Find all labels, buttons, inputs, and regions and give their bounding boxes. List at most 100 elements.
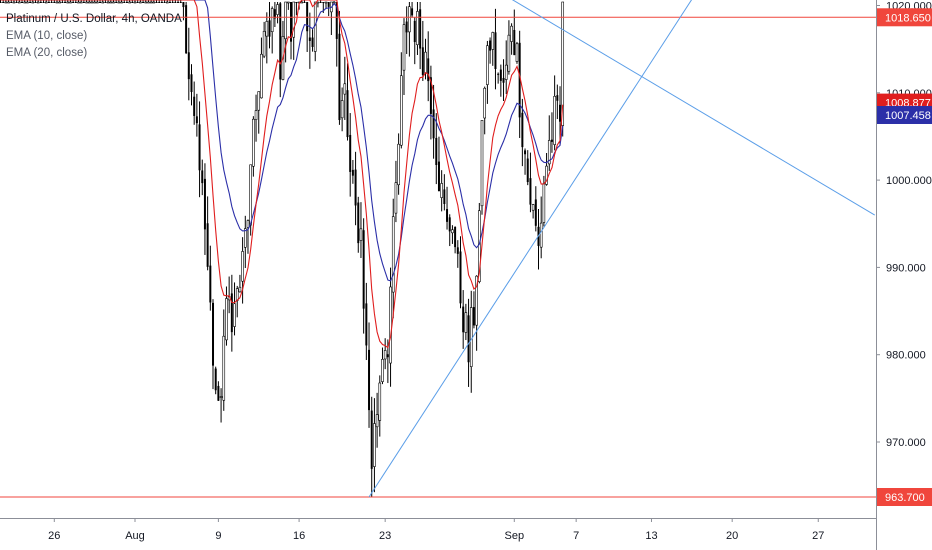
candle-body bbox=[235, 288, 239, 301]
candle-body bbox=[518, 42, 521, 118]
candle-body bbox=[104, 2, 107, 3]
candle-body bbox=[246, 220, 250, 228]
candle-body bbox=[400, 75, 403, 146]
candle-body bbox=[316, 1, 320, 4]
candle-body bbox=[123, 2, 126, 3]
candle-body bbox=[542, 183, 546, 223]
candle-body bbox=[238, 286, 242, 293]
legend-ema20[interactable]: EMA (20, close) bbox=[6, 47, 88, 59]
candle-body bbox=[185, 5, 188, 54]
candle-body bbox=[489, 40, 492, 51]
candle-body bbox=[419, 9, 422, 49]
candle-body bbox=[462, 306, 465, 333]
candle-body bbox=[459, 251, 462, 304]
x-tick-label: 26 bbox=[48, 530, 60, 542]
legend-ema10[interactable]: EMA (10, close) bbox=[6, 30, 88, 42]
candle-body bbox=[389, 286, 392, 364]
candle-body bbox=[262, 31, 266, 57]
candle-body bbox=[133, 1, 137, 4]
candle-body bbox=[182, 2, 185, 8]
y-tick-label: 970.000 bbox=[886, 437, 926, 449]
candle-body bbox=[214, 368, 217, 391]
price-label-text: 1007.458 bbox=[885, 110, 931, 122]
candle-body bbox=[160, 2, 163, 3]
candle-body bbox=[534, 199, 537, 226]
candle-body bbox=[408, 6, 411, 33]
candle-body bbox=[96, 1, 99, 4]
candle-body bbox=[303, 2, 306, 3]
legend-title[interactable]: Platinum / U.S. Dollar, 4h, OANDA bbox=[6, 13, 182, 25]
candle-body bbox=[472, 307, 475, 326]
candle-body bbox=[411, 8, 414, 16]
candle-body bbox=[515, 43, 519, 62]
x-tick-label: 20 bbox=[726, 530, 738, 542]
candle-body bbox=[561, 1, 565, 126]
candle-body bbox=[547, 140, 551, 165]
candle-body bbox=[322, 2, 325, 3]
candle-body bbox=[295, 2, 298, 3]
candle-body bbox=[480, 120, 484, 207]
candle-body bbox=[335, 2, 338, 39]
candle-body bbox=[421, 47, 424, 75]
candle-body bbox=[427, 58, 430, 82]
candle-body bbox=[112, 1, 115, 4]
candle-body bbox=[139, 1, 142, 4]
candle-body bbox=[36, 1, 40, 4]
candle-body bbox=[319, 2, 322, 3]
candle-body bbox=[158, 2, 161, 3]
candle-body bbox=[365, 303, 368, 346]
candle-body bbox=[343, 83, 347, 95]
candle-body bbox=[212, 302, 215, 366]
ema-20-line bbox=[0, 0, 564, 282]
candle-body bbox=[168, 2, 171, 3]
candle-body bbox=[359, 228, 363, 241]
candle-body bbox=[217, 385, 220, 401]
candle-body bbox=[491, 32, 495, 50]
candle-body bbox=[456, 247, 459, 254]
price-label-text: 963.700 bbox=[885, 492, 925, 504]
candle-body bbox=[55, 1, 59, 4]
candle-body bbox=[486, 45, 489, 85]
candle-body bbox=[451, 229, 454, 234]
price-label-bg bbox=[877, 105, 932, 124]
candle-body bbox=[190, 74, 193, 93]
candle-body bbox=[373, 423, 376, 467]
candle-body bbox=[142, 2, 145, 3]
candle-body bbox=[435, 137, 438, 165]
candle-body bbox=[187, 52, 190, 80]
candle-body bbox=[375, 414, 379, 428]
trendline-ascending bbox=[368, 0, 693, 498]
candle-body bbox=[524, 150, 527, 155]
candle-body bbox=[510, 25, 513, 42]
drawing-lines[interactable] bbox=[0, 0, 876, 498]
candle-body bbox=[171, 2, 174, 3]
candle-body bbox=[308, 37, 311, 41]
candle-body bbox=[394, 182, 398, 214]
candle-body bbox=[424, 51, 427, 74]
candle-body bbox=[206, 223, 209, 267]
candle-body bbox=[432, 109, 435, 139]
candle-body bbox=[23, 1, 27, 4]
candle-body bbox=[287, 1, 290, 4]
candle-body bbox=[42, 2, 45, 3]
candle-body bbox=[225, 298, 228, 341]
candle-body bbox=[90, 1, 94, 4]
candle-body bbox=[378, 382, 382, 421]
candle-body bbox=[165, 1, 169, 4]
candle-body bbox=[39, 2, 42, 3]
candle-body bbox=[383, 350, 387, 360]
x-tick-label: 9 bbox=[215, 530, 221, 542]
candle-body bbox=[44, 1, 48, 4]
candle-body bbox=[279, 3, 282, 80]
candle-body bbox=[531, 204, 535, 211]
x-tick-label: 7 bbox=[573, 530, 579, 542]
price-label-text: 1018.650 bbox=[885, 12, 931, 24]
candlesticks bbox=[0, 0, 565, 497]
candle-body bbox=[177, 2, 180, 3]
candle-body bbox=[12, 1, 16, 4]
candle-body bbox=[26, 1, 29, 4]
candle-body bbox=[72, 2, 75, 3]
